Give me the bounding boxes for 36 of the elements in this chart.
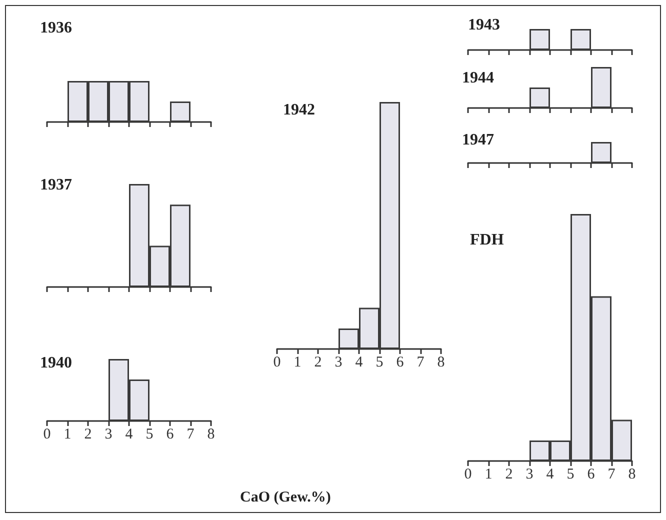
x-tick-label: 5 [566,466,574,482]
x-tick-label: 3 [104,426,112,442]
x-tick-label: 0 [273,354,281,370]
chart-title: 1940 [40,354,72,372]
x-tick-label: 6 [396,354,404,370]
x-tick-label: 5 [376,354,384,370]
x-tick-label: 1 [294,354,302,370]
x-tick-label: 8 [628,466,636,482]
x-tick-label: 7 [186,426,195,442]
x-tick-label: 7 [416,354,425,370]
chart-title: 1943 [468,16,500,34]
x-tick-label: 8 [437,354,445,370]
chart-title: 1936 [40,20,72,36]
x-tick-label: 3 [334,354,342,370]
chart-title: 1937 [40,176,72,194]
x-tick-label: 1 [64,426,72,442]
x-tick-label: 2 [505,466,513,482]
x-tick-label: 7 [608,466,616,482]
x-tick-label: 2 [84,426,92,442]
x-tick-label: 2 [314,354,322,370]
x-tick-label: 4 [125,426,134,442]
x-tick-label: 0 [43,426,51,442]
chart-title: 1947 [462,132,494,148]
text: FDH [470,232,504,248]
x-tick-label: 6 [166,426,174,442]
chart-title: 1942 [283,102,315,118]
x-tick-label: 3 [526,466,534,482]
x-axis-title: CaO (Gew.%) [240,490,331,506]
x-tick-label: 4 [546,466,554,482]
x-tick-label: 4 [355,354,364,370]
x-tick-label: 6 [587,466,596,482]
chart-title: 1944 [462,70,494,86]
x-tick-label: 8 [207,426,215,442]
x-tick-label: 1 [484,466,492,482]
x-tick-label: 0 [464,466,472,482]
x-tick-label: 5 [146,426,154,442]
